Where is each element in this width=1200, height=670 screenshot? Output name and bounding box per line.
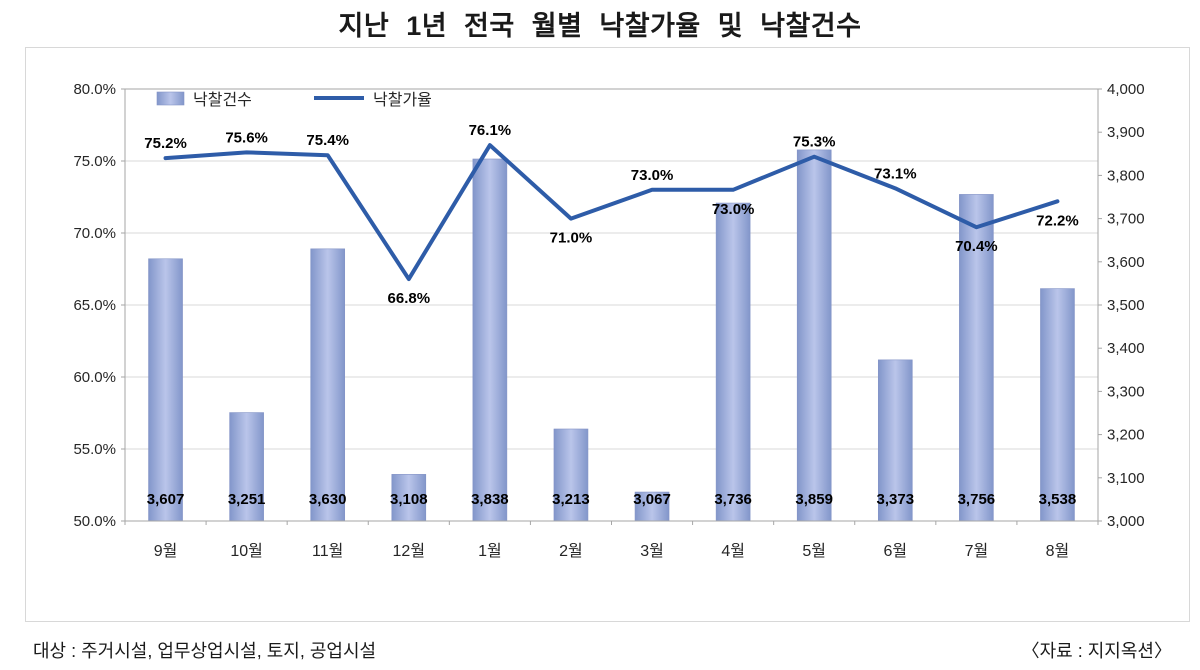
combo-chart: 3,607 3,251 3,630 3,108 3,838 3,213 3,067 3,736…	[73, 81, 1145, 560]
left-axis-label: 55.0%	[73, 441, 116, 458]
category-label: 12월	[393, 542, 426, 560]
rate-label: 75.4%	[306, 132, 349, 149]
rate-label: 71.0%	[550, 230, 593, 247]
category-label: 2월	[559, 542, 583, 560]
right-axis-label: 3,400	[1107, 340, 1145, 357]
category-label: 8월	[1046, 542, 1070, 560]
left-axis-label: 60.0%	[73, 369, 116, 386]
right-axis-label: 3,500	[1107, 297, 1145, 314]
right-axis-label: 3,000	[1107, 513, 1145, 530]
rate-label: 75.3%	[793, 134, 836, 151]
right-axis-label: 3,700	[1107, 211, 1145, 228]
rate-label: 75.6%	[225, 129, 268, 146]
left-axis-label: 80.0%	[73, 81, 116, 98]
left-axis-label: 65.0%	[73, 297, 116, 314]
rate-label: 76.1%	[469, 122, 512, 139]
right-axis-label: 4,000	[1107, 81, 1145, 98]
rate-line	[163, 143, 1060, 282]
right-axis-label: 3,300	[1107, 383, 1145, 400]
left-axis-label: 70.0%	[73, 225, 116, 242]
bar-value-label: 3,373	[877, 491, 915, 508]
bar-1월	[472, 158, 508, 522]
left-axis-label: 75.0%	[73, 153, 116, 170]
category-label: 6월	[883, 542, 907, 560]
bar-value-label: 3,108	[390, 491, 428, 508]
rate-label: 73.1%	[874, 165, 917, 182]
chart-frame: 3,607 3,251 3,630 3,108 3,838 3,213 3,067 3,736…	[25, 47, 1190, 622]
bar-4월	[715, 202, 751, 522]
bar-series: 3,607 3,251 3,630 3,108 3,838 3,213 3,067 3,736…	[147, 149, 1077, 522]
left-axis-label: 50.0%	[73, 513, 116, 530]
bar-value-label: 3,736	[714, 491, 752, 508]
bar-value-label: 3,756	[958, 491, 996, 508]
bar-value-label: 3,538	[1039, 491, 1077, 508]
bar-9월	[148, 258, 183, 522]
target-note: 대상 : 주거시설, 업무상업시설, 토지, 공업시설	[33, 641, 377, 661]
right-axis-label: 3,200	[1107, 427, 1145, 444]
category-label: 10월	[230, 542, 263, 560]
rate-label: 75.2%	[144, 135, 187, 152]
bar-6월	[877, 359, 913, 522]
bar-value-label: 3,859	[795, 491, 833, 508]
category-label: 4월	[721, 542, 745, 560]
chart-title: 지난 1년 전국 월별 낙찰가율 및 낙찰건수	[338, 11, 862, 41]
bar-value-label: 3,251	[228, 491, 266, 508]
bar-value-label: 3,607	[147, 491, 185, 508]
bar-11월	[310, 248, 346, 522]
bar-10월	[229, 412, 264, 522]
bar-2월	[553, 428, 589, 522]
right-axis-label: 3,800	[1107, 167, 1145, 184]
category-label: 5월	[802, 542, 826, 560]
category-label: 3월	[640, 542, 664, 560]
category-label: 7월	[965, 542, 989, 560]
bar-value-label: 3,838	[471, 491, 509, 508]
rate-label: 70.4%	[955, 238, 998, 255]
rate-label: 73.0%	[631, 167, 674, 184]
bar-value-label: 3,630	[309, 491, 347, 508]
bar-value-label: 3,213	[552, 491, 590, 508]
rate-label: 72.2%	[1036, 212, 1079, 229]
category-label: 9월	[154, 542, 178, 560]
bar-12월	[391, 474, 427, 522]
source-note: 〈자료 : 지지옥션〉	[1021, 641, 1172, 661]
right-axis-label: 3,100	[1107, 470, 1145, 487]
rate-label: 73.0%	[712, 201, 755, 218]
right-axis-label: 3,600	[1107, 254, 1145, 271]
bar-3월	[634, 491, 670, 522]
bar-7월	[959, 194, 994, 522]
category-label: 1월	[478, 542, 502, 560]
bar-value-label: 3,067	[633, 491, 671, 508]
legend-bar-label: 낙찰건수	[193, 91, 252, 109]
legend: 낙찰건수 낙찰가율	[156, 91, 432, 109]
legend-bar-swatch	[156, 91, 185, 106]
chart-footer: 대상 : 주거시설, 업무상업시설, 토지, 공업시설 〈자료 : 지지옥션〉	[33, 637, 1172, 663]
rate-label: 66.8%	[388, 290, 431, 307]
legend-line-label: 낙찰가율	[373, 91, 432, 109]
right-axis-label: 3,900	[1107, 124, 1145, 141]
category-label: 11월	[312, 542, 343, 560]
bar-8월	[1040, 288, 1075, 522]
bar-5월	[796, 149, 832, 522]
